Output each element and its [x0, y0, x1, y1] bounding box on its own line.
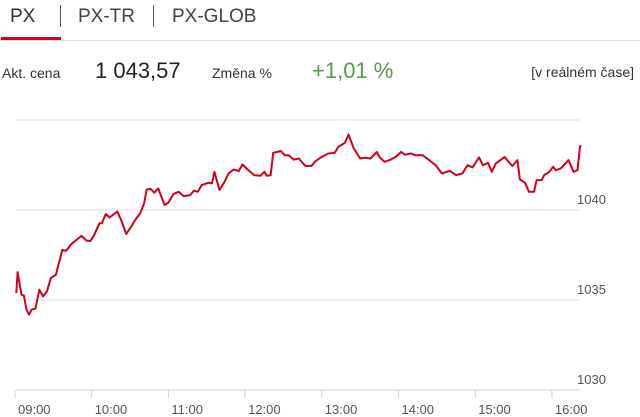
y-tick-label: 1030: [577, 372, 606, 387]
tab-px-glob[interactable]: PX-GLOB: [172, 6, 257, 27]
x-tick-label: 16:00: [555, 402, 588, 417]
tab-px[interactable]: PX: [10, 6, 36, 27]
index-tabs: PX PX-TR PX-GLOB: [0, 0, 640, 41]
price-value: 1 043,57: [95, 58, 181, 83]
price-label: Akt. cena: [2, 65, 61, 81]
x-tick-label: 15:00: [478, 402, 511, 417]
tab-px-tr[interactable]: PX-TR: [78, 6, 135, 27]
price-info: Akt. cena 1 043,57 Změna % +1,01 % [v re…: [0, 58, 640, 88]
x-tick-label: 12:00: [248, 402, 281, 417]
x-tick-label: 14:00: [402, 402, 435, 417]
price-line: [15, 133, 582, 316]
y-tick-label: 1035: [577, 282, 606, 297]
x-tick-label: 09:00: [18, 402, 51, 417]
change-value: +1,01 %: [312, 58, 394, 83]
tab-separator: [153, 5, 154, 27]
x-tick-label: 13:00: [325, 402, 358, 417]
tab-separator: [60, 5, 61, 27]
x-tick-label: 11:00: [171, 402, 203, 417]
active-tab-indicator: [1, 37, 61, 40]
realtime-label: [v reálném čase]: [531, 64, 634, 80]
y-tick-label: 1040: [577, 192, 606, 207]
change-label: Změna %: [212, 65, 272, 81]
x-tick-label: 10:00: [95, 402, 128, 417]
